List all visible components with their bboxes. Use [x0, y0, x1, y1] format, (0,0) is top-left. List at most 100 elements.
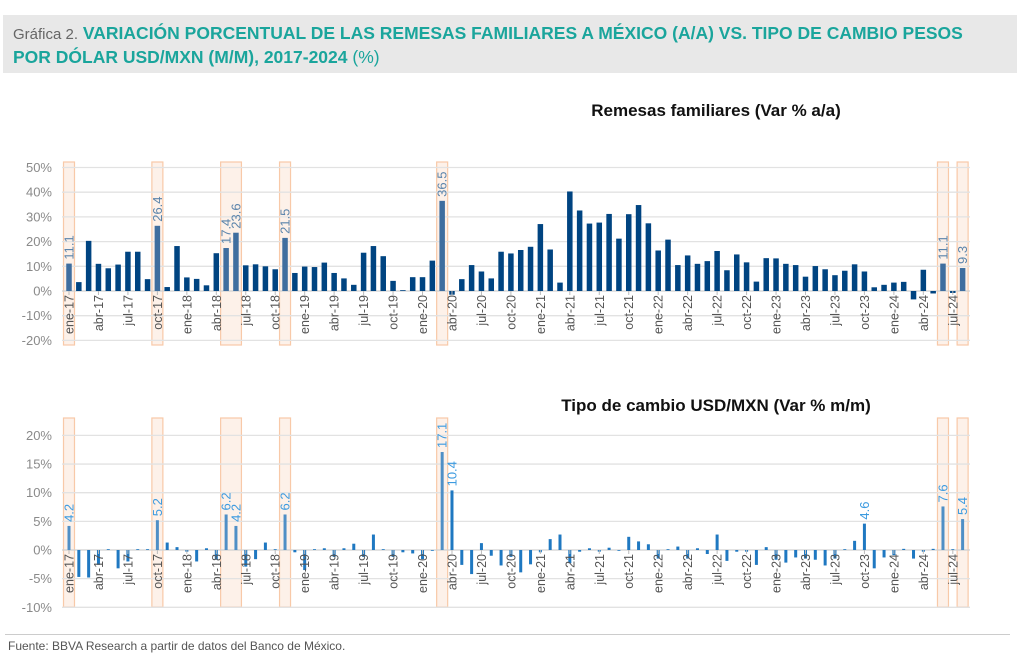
bar	[910, 291, 917, 300]
bar	[87, 550, 91, 578]
y-tick-label: 0%	[33, 543, 52, 558]
bar	[293, 550, 297, 553]
x-tick-label: ene-20	[416, 295, 430, 334]
x-tick-label: jul-24	[946, 295, 960, 327]
bar	[813, 550, 817, 560]
x-tick-label: jul-23	[828, 295, 842, 327]
x-tick-label: jul-18	[239, 295, 253, 327]
bar	[252, 264, 259, 291]
y-tick-label: -20%	[22, 333, 53, 348]
bar	[558, 534, 562, 550]
x-tick-label: ene-21	[534, 554, 548, 593]
bar	[851, 264, 858, 291]
y-tick-label: 5%	[33, 514, 52, 529]
bar	[303, 550, 307, 571]
bar	[655, 250, 661, 291]
bar	[272, 269, 278, 291]
footer-divider	[5, 634, 1010, 635]
bar	[352, 543, 356, 550]
bar	[568, 550, 572, 564]
bar	[234, 525, 238, 550]
bar	[557, 282, 563, 291]
bar	[213, 253, 220, 291]
bar	[411, 550, 415, 554]
bar	[537, 224, 544, 291]
highlight-box	[956, 161, 969, 346]
bar	[912, 550, 916, 559]
bar	[871, 287, 877, 291]
y-tick-label: 10%	[26, 259, 52, 274]
y-tick-label: 30%	[26, 209, 52, 224]
y-tick-label: 20%	[26, 428, 52, 443]
x-tick-label: oct-17	[151, 554, 165, 589]
bar	[478, 271, 485, 291]
data-label: 4.2	[228, 504, 243, 522]
x-tick-label: jul-22	[711, 554, 725, 586]
bar	[792, 265, 799, 291]
bar	[341, 278, 347, 291]
x-tick-label: ene-18	[180, 295, 194, 334]
data-label: 23.6	[228, 203, 243, 228]
bar	[125, 251, 131, 291]
bar	[587, 548, 591, 550]
bar	[95, 263, 102, 291]
x-tick-label: abr-17	[92, 554, 106, 590]
bar	[224, 514, 228, 550]
x-tick-label: oct-18	[269, 295, 283, 330]
bar	[96, 550, 100, 565]
bar	[861, 271, 868, 291]
x-tick-label: ene-17	[63, 295, 77, 334]
bar	[704, 261, 711, 291]
x-tick-label: abr-23	[799, 554, 813, 590]
y-tick-label: -5%	[29, 571, 53, 586]
x-tick-label: ene-19	[298, 295, 312, 334]
highlight-box	[936, 161, 950, 346]
bar	[144, 279, 151, 291]
bar	[714, 250, 720, 291]
bar	[146, 549, 150, 550]
x-tick-label: abr-24	[917, 295, 931, 331]
bar	[174, 246, 180, 291]
data-label: 10.4	[444, 461, 459, 486]
bar	[606, 213, 612, 291]
bar	[479, 543, 483, 550]
data-label: 36.5	[435, 172, 450, 197]
bar	[783, 263, 789, 291]
x-tick-label: jul-17	[121, 295, 135, 327]
bar	[881, 284, 887, 291]
x-tick-label: ene-22	[652, 554, 666, 593]
x-tick-label: oct-17	[151, 295, 165, 330]
x-tick-label: abr-18	[210, 295, 224, 331]
x-tick-label: oct-23	[858, 554, 872, 589]
bar	[596, 222, 603, 291]
x-tick-label: abr-22	[681, 295, 695, 331]
x-tick-label: oct-21	[622, 554, 636, 589]
bar	[853, 540, 857, 550]
x-tick-label: ene-24	[887, 295, 901, 334]
bar	[656, 550, 660, 559]
bar	[439, 200, 445, 291]
bar	[754, 550, 758, 565]
bar	[409, 277, 416, 291]
x-tick-label: oct-19	[387, 295, 401, 330]
bar	[607, 547, 611, 550]
y-tick-label: -10%	[22, 308, 53, 323]
bar	[313, 549, 316, 550]
bar	[529, 550, 533, 565]
y-tick-label: 50%	[26, 160, 52, 175]
bar	[468, 265, 475, 291]
chart-panel-2: -10% -5% 0% 5% 10% 15% 20% Tipo de cambio USD/M…	[22, 396, 970, 615]
x-tick-label: ene-18	[180, 554, 194, 593]
bar	[882, 550, 886, 558]
y-tick-label: 15%	[26, 457, 52, 472]
bar	[429, 260, 436, 291]
bar	[715, 534, 719, 550]
bar	[833, 550, 837, 559]
bar	[548, 539, 552, 550]
bar	[400, 290, 406, 291]
bar	[646, 544, 650, 550]
x-tick-label: ene-20	[416, 554, 430, 593]
bar	[804, 550, 807, 559]
panel-title: Tipo de cambio USD/MXN (Var % m/m)	[561, 396, 871, 415]
y-tick-label: 0%	[33, 284, 52, 299]
